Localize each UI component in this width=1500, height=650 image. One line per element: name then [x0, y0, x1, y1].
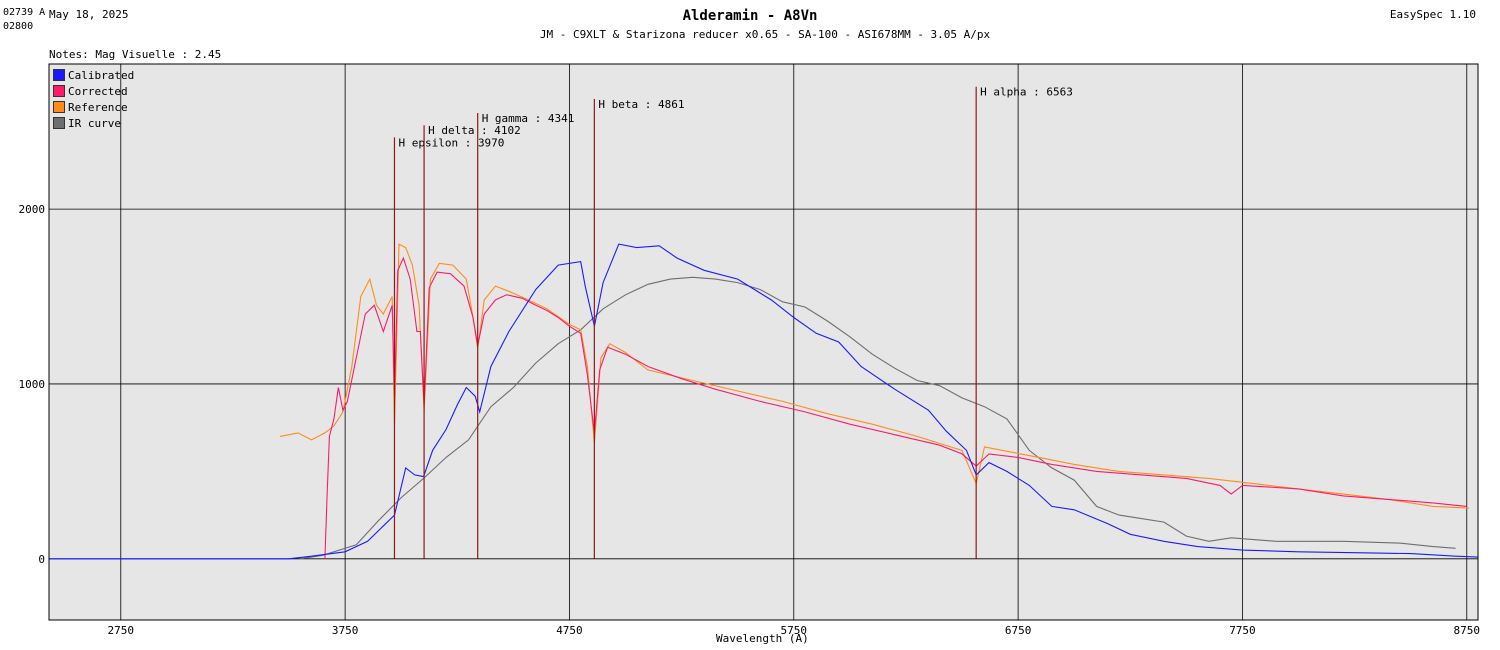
legend-swatch-calibrated: [53, 69, 65, 81]
app-name: EasySpec 1.10: [1389, 8, 1476, 21]
cursor-y-readout: 02800: [3, 21, 34, 32]
x-tick-label: 3750: [332, 624, 359, 637]
legend-item-calibrated: Calibrated: [53, 67, 134, 83]
y-tick-label: 0: [38, 553, 45, 566]
plot-area: [49, 64, 1478, 620]
series-line-ir-curve: [300, 276, 1456, 560]
grid: [49, 64, 1478, 620]
spectral-line-label: H alpha : 6563: [980, 86, 1073, 99]
x-axis-label: Wavelength (A): [716, 632, 809, 645]
legend-item-corrected: Corrected: [53, 83, 134, 99]
axis-ticks: 2750 3750 4750 5750 6750 7750 8750 0 1000 2000: [19, 203, 1481, 637]
legend-item-ir-curve: IR curve: [53, 115, 134, 131]
series-line-corrected: [324, 256, 1467, 559]
legend: Calibrated Corrected Reference IR curve: [53, 67, 134, 131]
chart-subtitle: JM - C9XLT & Starizona reducer x0.65 - S…: [539, 28, 991, 41]
spectral-line-label: H delta : 4102: [428, 124, 521, 137]
x-tick-label: 8750: [1454, 624, 1481, 637]
chart-notes: Notes: Mag Visuelle : 2.45: [49, 48, 222, 61]
plot-border: [48, 63, 1479, 621]
legend-item-reference: Reference: [53, 99, 134, 115]
x-tick-label: 6750: [1005, 624, 1032, 637]
y-tick-label: 2000: [19, 203, 46, 216]
observation-date: May 18, 2025: [49, 8, 129, 21]
legend-label: Corrected: [68, 84, 128, 98]
x-tick-label: 7750: [1229, 624, 1256, 637]
spectral-line-label: H gamma : 4341: [482, 112, 575, 125]
cursor-x-readout: 02739 A: [3, 7, 46, 18]
series-line-reference: [279, 243, 1470, 509]
spectral-line-label: H epsilon : 3970: [398, 136, 504, 149]
x-tick-label: 2750: [108, 624, 135, 637]
legend-swatch-corrected: [53, 85, 65, 97]
legend-label: Reference: [68, 100, 128, 114]
legend-label: IR curve: [68, 116, 121, 130]
legend-swatch-ir-curve: [53, 117, 65, 129]
chart-title: Alderamin - A8Vn: [682, 8, 818, 24]
legend-label: Calibrated: [68, 68, 135, 82]
x-tick-label: 5750: [781, 624, 808, 637]
legend-swatch-reference: [53, 101, 65, 113]
y-tick-label: 1000: [19, 378, 46, 391]
x-tick-label: 4750: [556, 624, 583, 637]
spectral-line-label: H beta : 4861: [598, 98, 684, 111]
